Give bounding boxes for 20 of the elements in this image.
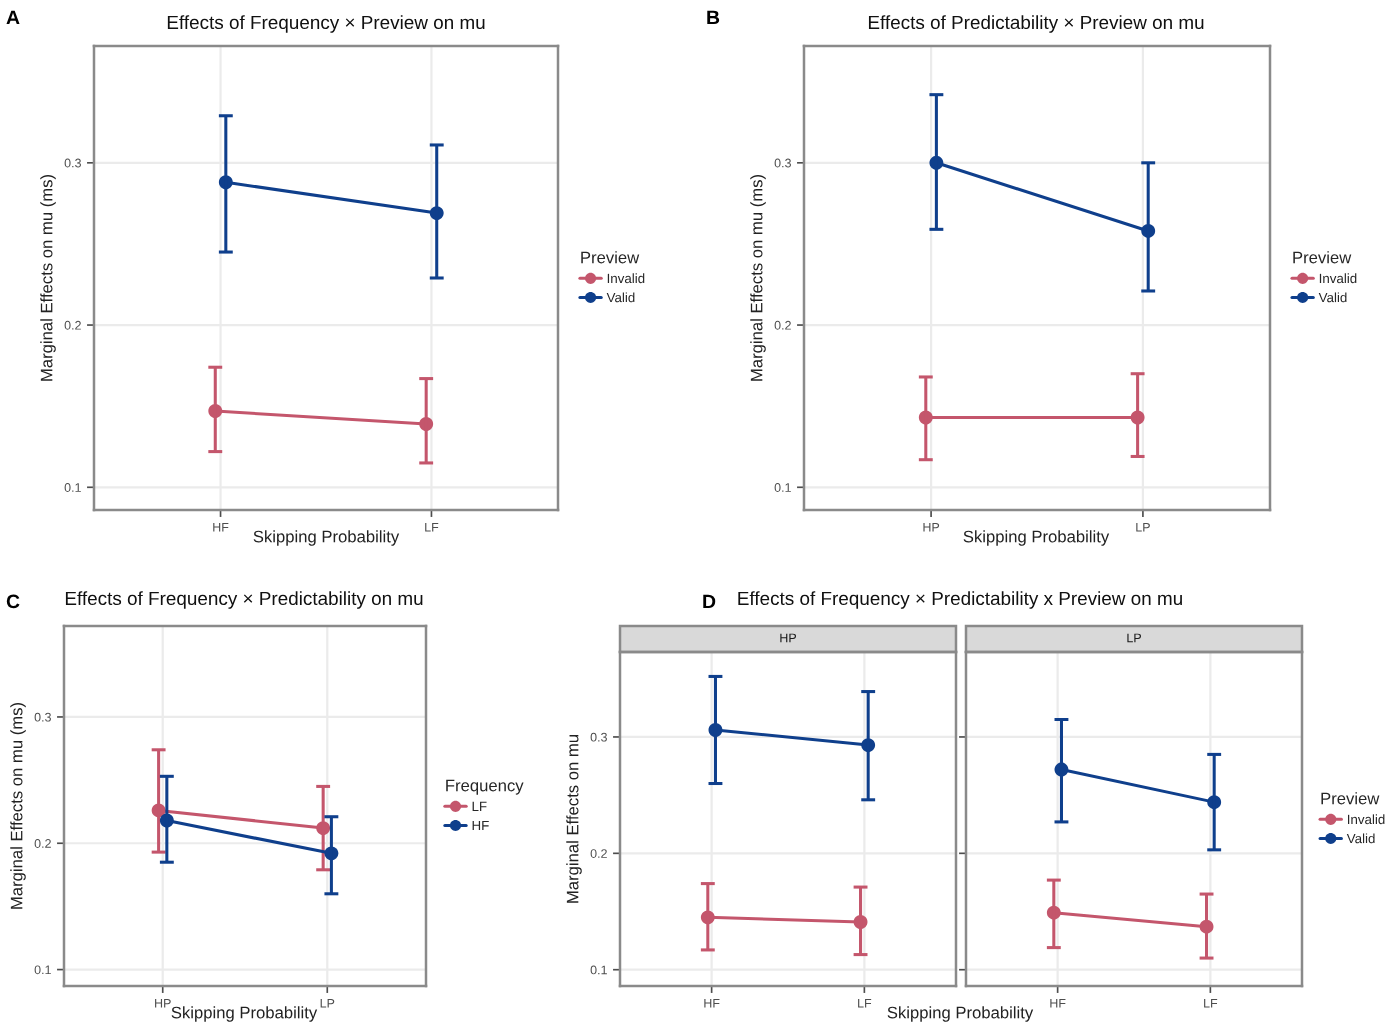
text: B	[707, 10, 720, 25]
y-axis-title: Marginal Effects on mu (ms)	[10, 702, 26, 909]
chart-title: Effects of Predictability × Preview on mu	[868, 15, 1204, 33]
legend-title: Preview	[1321, 792, 1380, 805]
legend-title: Preview	[581, 251, 640, 264]
chart-title: Effects of Frequency × Predictability x Preview on mu	[738, 591, 1182, 609]
legend-title: Preview	[1293, 251, 1352, 264]
chart-title: Effects of Frequency × Preview on mu	[167, 15, 485, 33]
text: D	[703, 594, 716, 609]
y-axis-title: Marginal Effects on mu (ms)	[750, 174, 766, 381]
chart-title: Effects of Frequency × Predictability on mu	[65, 591, 423, 609]
x-axis-title: Skipping Probability	[253, 530, 400, 546]
legend-title: Frequency	[446, 779, 524, 795]
x-axis-title: Skipping Probability	[171, 1006, 318, 1022]
x-axis-title: Skipping Probability	[887, 1006, 1034, 1022]
y-axis-title: Marginal Effects on mu	[566, 735, 582, 903]
x-axis-title: Skipping Probability	[963, 530, 1110, 546]
text: A	[6, 10, 20, 25]
y-axis-title: Marginal Effects on mu (ms)	[40, 174, 56, 381]
text: C	[6, 594, 20, 609]
